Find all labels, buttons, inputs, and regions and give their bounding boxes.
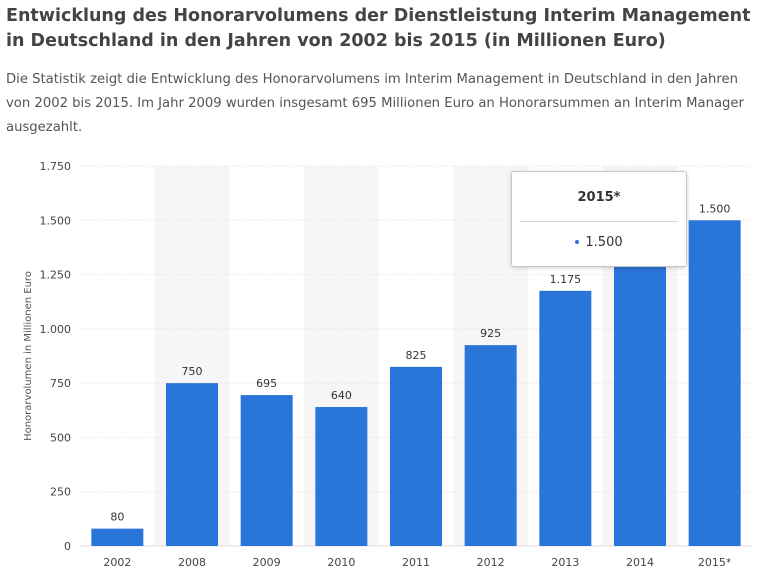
bar — [614, 259, 666, 546]
x-tick-label: 2009 — [253, 556, 281, 569]
data-label: 1.175 — [550, 273, 582, 286]
bar — [240, 395, 293, 546]
tooltip-value: 1.500 — [585, 235, 623, 250]
x-tick-label: 2012 — [477, 556, 505, 569]
bar — [166, 383, 218, 546]
bar — [91, 528, 144, 546]
data-label: 80 — [110, 511, 124, 524]
bar — [464, 345, 517, 546]
data-label: 750 — [182, 365, 203, 378]
tooltip: 2015* 1.500 — [511, 171, 687, 267]
chart-title: Entwicklung des Honorarvolumens der Dien… — [6, 6, 751, 51]
y-axis-label: Honorarvolumen in Millionen Euro — [23, 271, 34, 441]
y-tick-label: 1.250 — [40, 269, 72, 282]
x-tick-label: 2010 — [327, 556, 355, 569]
tooltip-row: 1.500 — [512, 235, 686, 250]
tooltip-divider — [520, 221, 678, 222]
chart-description: Die Statistik zeigt die Entwicklung des … — [6, 72, 744, 135]
x-tick-label: 2015* — [698, 556, 732, 569]
data-label: 925 — [480, 327, 501, 340]
data-label: 695 — [256, 377, 277, 390]
data-label: 640 — [331, 389, 352, 402]
x-tick-label: 2014 — [626, 556, 654, 569]
x-tick-label: 2008 — [178, 556, 206, 569]
tooltip-title: 2015* — [577, 190, 621, 205]
bar — [539, 290, 592, 546]
bar — [688, 220, 741, 547]
series-dot-icon — [575, 239, 580, 244]
x-tick-label: 2011 — [402, 556, 430, 569]
y-tick-label: 500 — [50, 431, 71, 444]
y-tick-label: 0 — [64, 540, 71, 553]
y-tick-label: 1.750 — [40, 160, 72, 173]
data-label: 1.500 — [699, 202, 731, 215]
y-tick-label: 1.000 — [40, 323, 72, 336]
y-tick-label: 750 — [50, 377, 71, 390]
bar — [315, 407, 368, 546]
x-tick-label: 2002 — [103, 556, 131, 569]
y-tick-label: 250 — [50, 486, 71, 499]
bar — [390, 366, 442, 546]
x-tick-label: 2013 — [551, 556, 579, 569]
y-tick-label: 1.500 — [40, 214, 72, 227]
data-label: 825 — [406, 349, 427, 362]
